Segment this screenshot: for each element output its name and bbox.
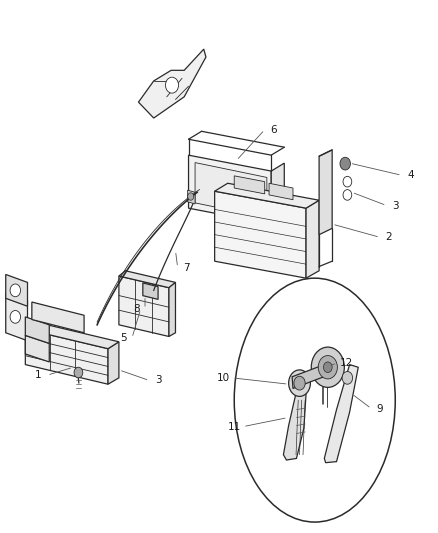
Text: 10: 10 (217, 373, 230, 383)
Circle shape (342, 372, 353, 384)
Ellipse shape (234, 278, 395, 522)
Polygon shape (269, 183, 293, 200)
Circle shape (74, 367, 83, 378)
Polygon shape (119, 271, 176, 288)
Polygon shape (25, 317, 49, 343)
Polygon shape (138, 49, 206, 118)
Circle shape (294, 376, 305, 390)
Circle shape (343, 190, 352, 200)
Text: 2: 2 (385, 232, 392, 243)
Circle shape (289, 370, 311, 397)
Text: 4: 4 (407, 171, 414, 180)
Polygon shape (324, 365, 358, 463)
Polygon shape (6, 274, 28, 306)
Polygon shape (32, 302, 84, 333)
Polygon shape (215, 191, 306, 278)
Text: 3: 3 (155, 375, 161, 385)
Circle shape (318, 356, 337, 379)
Circle shape (323, 362, 332, 373)
Text: 9: 9 (377, 403, 383, 414)
Circle shape (340, 157, 350, 170)
Polygon shape (195, 163, 267, 217)
Polygon shape (119, 276, 169, 336)
Text: 6: 6 (270, 125, 277, 135)
Polygon shape (215, 183, 319, 208)
Text: 11: 11 (228, 422, 241, 432)
Text: 7: 7 (183, 263, 190, 272)
Text: 1: 1 (35, 370, 42, 380)
Circle shape (311, 347, 344, 387)
Polygon shape (319, 150, 332, 235)
Polygon shape (188, 155, 271, 224)
Text: 12: 12 (339, 358, 353, 368)
Polygon shape (234, 176, 265, 194)
Polygon shape (108, 342, 119, 384)
Text: 8: 8 (133, 304, 140, 314)
Circle shape (10, 311, 21, 323)
Text: 5: 5 (120, 333, 127, 343)
Circle shape (187, 193, 194, 200)
Text: 3: 3 (392, 200, 399, 211)
Polygon shape (25, 322, 119, 349)
Circle shape (343, 176, 352, 187)
Circle shape (166, 77, 179, 93)
Polygon shape (283, 391, 306, 460)
Polygon shape (271, 163, 284, 224)
Polygon shape (25, 329, 108, 384)
Polygon shape (292, 362, 332, 389)
Polygon shape (306, 200, 319, 278)
Polygon shape (25, 335, 49, 362)
Polygon shape (6, 293, 28, 341)
Polygon shape (143, 283, 158, 300)
Circle shape (10, 284, 21, 297)
Polygon shape (187, 190, 195, 204)
Polygon shape (169, 282, 176, 336)
